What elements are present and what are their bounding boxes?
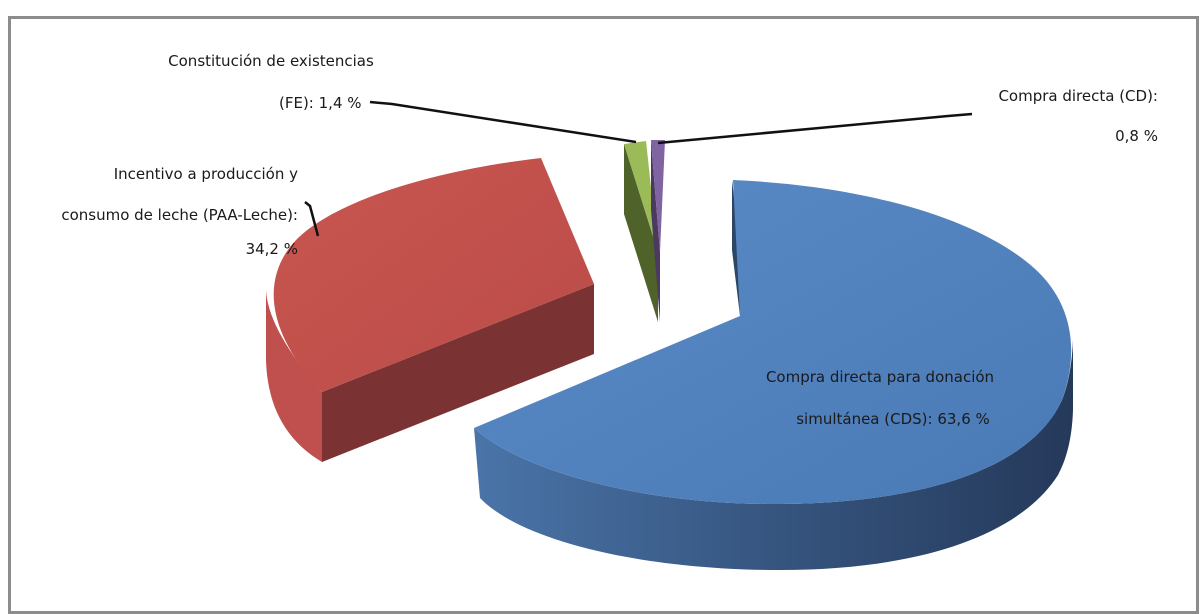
pie-slice-cds — [474, 180, 1073, 570]
leader-line-cd — [657, 112, 973, 145]
leader-line-paa-leche — [304, 201, 320, 237]
pie-slice-paa-leche — [266, 158, 594, 462]
pie-slice-cd — [651, 140, 665, 322]
pie-slice-cds-side — [474, 340, 1073, 570]
data-label-cd-line1: Compra directa (CD): — [998, 87, 1158, 105]
pie-slice-fe-top — [624, 141, 658, 252]
pie-slice-cd-top — [651, 140, 665, 252]
pie-slice-fe-side — [624, 144, 658, 322]
data-label-paa-leche-line2: consumo de leche (PAA-Leche): — [61, 206, 298, 224]
leader-line-fe — [369, 100, 637, 144]
data-labels: Constitución de existencias (FE): 1,4 % … — [61, 52, 1158, 428]
data-label-cds-line2: simultánea (CDS): 63,6 % — [796, 410, 990, 428]
pie-slice-fe — [624, 141, 658, 322]
pie-slice-paa-leche-side — [266, 290, 322, 462]
pie-slice-cds-top — [474, 180, 1072, 505]
pie-slice-paa-leche-top — [273, 158, 594, 392]
data-label-paa-leche-line3: 34,2 % — [246, 240, 298, 258]
pie-slice-cds-inner — [732, 180, 740, 316]
data-label-fe-line1: Constitución de existencias — [168, 52, 374, 70]
data-label-cds-line1: Compra directa para donación — [766, 368, 994, 386]
pie-slice-cd-side — [651, 140, 660, 322]
data-label-fe-line2: (FE): 1,4 % — [279, 94, 362, 112]
pie-slice-paa-leche-front — [322, 284, 594, 462]
data-label-paa-leche-line1: Incentivo a producción y — [114, 165, 298, 183]
data-label-cd-line2: 0,8 % — [1115, 127, 1158, 145]
leader-lines — [304, 100, 973, 237]
